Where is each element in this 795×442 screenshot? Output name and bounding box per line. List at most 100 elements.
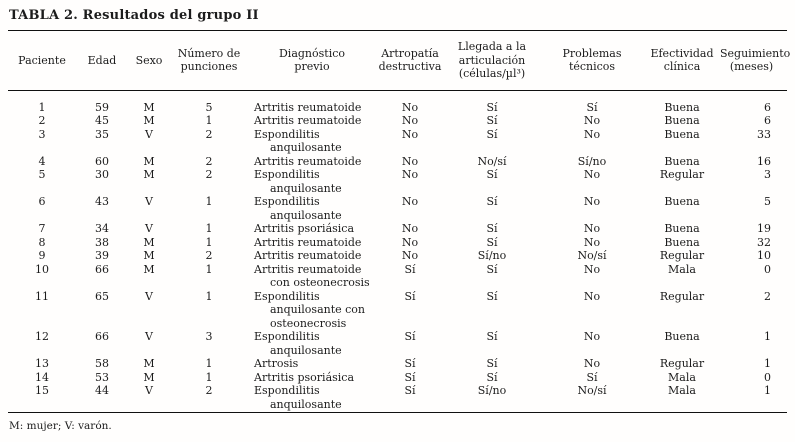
cell-edad: 44 xyxy=(95,384,109,397)
column-header-seguimiento: Seguimiento (meses) xyxy=(720,31,790,91)
cell-edad: 66 xyxy=(95,330,109,343)
cell-paciente: 15 xyxy=(35,384,49,397)
table-row: 12 66 V 3 Espondilitis anquilosante Sí Sí No Bue… xyxy=(8,330,787,357)
cell-edad: 53 xyxy=(95,370,109,384)
cell-seguimiento: 10 xyxy=(757,249,771,262)
cell-diagnostico: Espondilitis anquilosante xyxy=(254,127,342,155)
cell-punciones: 1 xyxy=(205,222,213,235)
cell-paciente: 7 xyxy=(38,222,46,235)
table-row: 2 45 M 1 Artritis reumatoide No Sí No Buena 6 xyxy=(8,114,787,128)
table-row: 5 30 M 2 Espondilitis anquilosante No Sí No Regu… xyxy=(8,168,787,195)
cell-diagnostico: Artritis reumatoide xyxy=(254,235,362,249)
cell-edad: 39 xyxy=(95,249,109,262)
cell-llegada: Sí xyxy=(486,370,498,384)
cell-diagnostico: Artritis reumatoide xyxy=(254,154,362,168)
cell-edad: 30 xyxy=(95,168,109,181)
cell-sexo: M xyxy=(143,168,155,181)
table-row: 13 58 M 1 Artrosis Sí Sí No Regular 1 xyxy=(8,357,787,371)
column-header-efectividad: Efectividad clínica xyxy=(644,31,720,91)
cell-edad: 60 xyxy=(95,154,109,168)
table-head: Paciente Edad Sexo Número de punciones Diagn… xyxy=(8,31,790,91)
cell-punciones: 1 xyxy=(205,357,213,370)
cell-problemas: Sí xyxy=(586,370,598,384)
cell-artropatia: No xyxy=(401,114,419,127)
cell-punciones: 2 xyxy=(205,127,213,141)
cell-artropatia: Sí xyxy=(404,370,416,384)
cell-diagnostico: Artrosis xyxy=(254,357,299,370)
cell-paciente: 1 xyxy=(38,100,46,114)
cell-problemas: No xyxy=(583,222,601,235)
cell-problemas: Sí/no xyxy=(577,154,607,168)
cell-diagnostico: Espondilitis anquilosante xyxy=(254,384,342,411)
cell-paciente: 12 xyxy=(35,330,49,343)
cell-punciones: 1 xyxy=(205,262,213,276)
cell-llegada: Sí xyxy=(486,235,498,249)
cell-problemas: No xyxy=(583,262,601,276)
cell-efectividad: Buena xyxy=(664,330,700,343)
cell-punciones: 1 xyxy=(205,114,213,127)
cell-sexo: M xyxy=(143,262,155,276)
cell-punciones: 1 xyxy=(205,235,213,249)
table-row: 9 39 M 2 Artritis reumatoide No Sí/no No/sí Regu… xyxy=(8,249,787,263)
table-title: TABLA 2. Resultados del grupo II xyxy=(9,8,259,23)
column-header-edad: Edad xyxy=(76,31,128,91)
cell-artropatia: No xyxy=(401,249,419,262)
cell-llegada: Sí xyxy=(486,289,498,303)
cell-problemas: Sí xyxy=(586,100,598,114)
cell-efectividad: Buena xyxy=(664,127,700,141)
cell-seguimiento: 1 xyxy=(764,384,771,397)
cell-sexo: V xyxy=(145,384,153,397)
cell-problemas: No/sí xyxy=(577,384,607,397)
cell-paciente: 5 xyxy=(38,168,46,181)
cell-seguimiento: 2 xyxy=(764,289,771,303)
cell-edad: 45 xyxy=(95,114,109,127)
cell-llegada: No/sí xyxy=(477,154,507,168)
table-row: 15 44 V 2 Espondilitis anquilosante Sí Sí/no No… xyxy=(8,384,787,413)
column-header-sexo: Sexo xyxy=(128,31,170,91)
cell-efectividad: Buena xyxy=(664,195,700,208)
cell-diagnostico: Espondilitis anquilosante xyxy=(254,330,342,357)
cell-seguimiento: 3 xyxy=(764,168,771,181)
column-header-paciente: Paciente xyxy=(8,31,76,91)
cell-diagnostico: Espondilitis anquilosante xyxy=(254,168,342,195)
cell-sexo: V xyxy=(145,195,153,208)
cell-paciente: 8 xyxy=(38,235,46,249)
cell-diagnostico: Espondilitis anquilosante con osteonecro… xyxy=(254,289,366,330)
cell-sexo: M xyxy=(143,249,155,262)
cell-llegada: Sí xyxy=(486,330,498,343)
cell-punciones: 2 xyxy=(205,249,213,262)
cell-llegada: Sí xyxy=(486,357,498,370)
results-table: Paciente Edad Sexo Número de punciones Diagn… xyxy=(8,31,790,413)
cell-efectividad: Mala xyxy=(668,262,696,276)
cell-artropatia: Sí xyxy=(404,330,416,343)
cell-seguimiento: 19 xyxy=(757,222,771,235)
cell-llegada: Sí xyxy=(486,222,498,235)
cell-efectividad: Regular xyxy=(659,357,705,370)
column-header-artropatia: Artropatía destructiva xyxy=(376,31,444,91)
cell-seguimiento: 0 xyxy=(764,262,771,276)
cell-paciente: 9 xyxy=(38,249,46,262)
cell-problemas: No xyxy=(583,114,601,127)
cell-seguimiento: 1 xyxy=(764,357,771,370)
cell-efectividad: Buena xyxy=(664,114,700,127)
cell-efectividad: Mala xyxy=(668,370,696,384)
table-row: 1 59 M 5 Artritis reumatoide No Sí Sí Buena 6 xyxy=(8,90,787,114)
cell-sexo: V xyxy=(145,289,153,303)
table-row: 10 66 M 1 Artritis reumatoide con osteonecro… xyxy=(8,263,787,290)
cell-efectividad: Regular xyxy=(659,289,705,303)
cell-artropatia: Sí xyxy=(404,384,416,397)
cell-paciente: 13 xyxy=(35,357,49,370)
cell-llegada: Sí/no xyxy=(477,384,507,397)
cell-paciente: 2 xyxy=(38,114,46,127)
header-row: Paciente Edad Sexo Número de punciones Diagn… xyxy=(8,31,790,91)
cell-seguimiento: 1 xyxy=(764,330,771,343)
cell-seguimiento: 6 xyxy=(764,114,771,127)
cell-sexo: M xyxy=(143,357,155,370)
cell-efectividad: Buena xyxy=(664,235,700,249)
column-header-diagnostico: Diagnóstico previo xyxy=(248,31,376,91)
cell-seguimiento: 0 xyxy=(764,370,771,384)
cell-artropatia: Sí xyxy=(404,289,416,303)
cell-sexo: M xyxy=(143,235,155,249)
cell-problemas: No xyxy=(583,330,601,343)
cell-edad: 59 xyxy=(95,100,109,114)
